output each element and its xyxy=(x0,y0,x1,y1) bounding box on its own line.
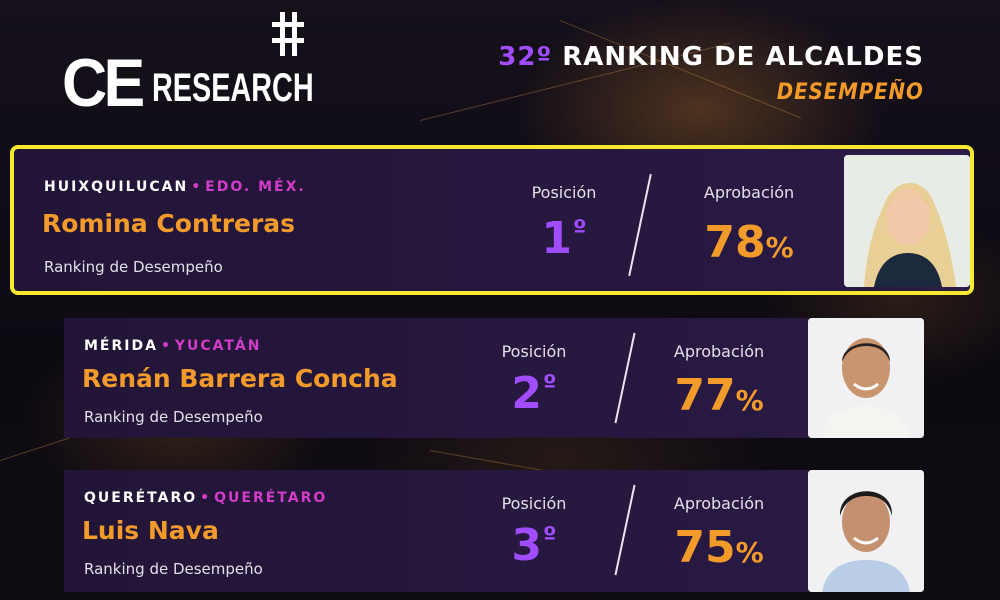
card-city: MÉRIDA xyxy=(84,338,158,354)
position-label: Posición xyxy=(501,494,567,513)
logo-hash-mark-icon xyxy=(272,12,304,56)
position-value: 1º xyxy=(504,213,624,264)
position-value: 2º xyxy=(474,368,594,419)
card-divider xyxy=(614,332,636,424)
card-state: YUCATÁN xyxy=(174,338,262,354)
position-value: 3º xyxy=(474,520,594,571)
card-subtitle: Ranking de Desempeño xyxy=(84,560,263,578)
position-label: Posición xyxy=(501,342,567,361)
separator-dot: • xyxy=(160,338,172,354)
avatar-photo xyxy=(808,470,924,592)
position-number: 1 xyxy=(541,213,573,264)
card-name: Romina Contreras xyxy=(42,209,296,238)
ranking-card-3: QUERÉTARO • QUERÉTARO Luis Nava Ranking de… xyxy=(64,470,924,592)
position-suffix: º xyxy=(543,522,557,550)
position-label: Posición xyxy=(531,183,597,202)
position-number: 3 xyxy=(511,520,543,571)
approval-label: Aprobación xyxy=(673,494,765,513)
ce-research-logo: CE RESEARCH xyxy=(62,40,377,121)
person-portrait-icon xyxy=(844,155,970,287)
approval-unit: % xyxy=(735,384,764,417)
card-location: HUIXQUILUCAN • EDO. MÉX. xyxy=(44,179,306,195)
approval-value: 78% xyxy=(674,217,824,268)
ranking-subtitle: DESEMPEÑO xyxy=(777,80,924,105)
card-divider xyxy=(628,173,652,277)
avatar-photo xyxy=(844,155,970,287)
card-location: QUERÉTARO • QUERÉTARO xyxy=(84,490,327,506)
card-name: Renán Barrera Concha xyxy=(82,364,398,393)
card-state: EDO. MÉX. xyxy=(205,179,306,195)
avatar-photo xyxy=(808,318,924,438)
approval-value: 75% xyxy=(644,522,794,573)
ranking-number: 32º xyxy=(498,42,553,72)
card-state: QUERÉTARO xyxy=(214,490,328,506)
approval-unit: % xyxy=(765,231,794,264)
approval-number: 75 xyxy=(674,522,736,573)
card-subtitle: Ranking de Desempeño xyxy=(84,408,263,426)
person-portrait-icon xyxy=(808,318,924,438)
card-divider xyxy=(614,484,636,576)
card-city: HUIXQUILUCAN xyxy=(44,179,189,195)
approval-number: 77 xyxy=(674,370,736,421)
approval-number: 78 xyxy=(704,217,766,268)
logo-research-text: RESEARCH xyxy=(152,66,315,110)
ranking-card-1: HUIXQUILUCAN • EDO. MÉX. Romina Contreras … xyxy=(10,145,974,295)
ranking-heading: 32º RANKING DE ALCALDES DESEMPEÑO xyxy=(498,42,924,105)
approval-value: 77% xyxy=(644,370,794,421)
separator-dot: • xyxy=(200,490,212,506)
position-suffix: º xyxy=(543,370,557,398)
ranking-title: RANKING DE ALCALDES xyxy=(562,42,924,72)
ranking-card-2: MÉRIDA • YUCATÁN Renán Barrera Concha Rank… xyxy=(64,318,924,438)
card-subtitle: Ranking de Desempeño xyxy=(44,258,223,276)
approval-label: Aprobación xyxy=(703,183,795,202)
position-suffix: º xyxy=(573,215,587,243)
approval-label: Aprobación xyxy=(673,342,765,361)
separator-dot: • xyxy=(191,179,203,195)
card-name: Luis Nava xyxy=(82,516,219,545)
logo-ce-text: CE xyxy=(62,45,145,121)
card-location: MÉRIDA • YUCATÁN xyxy=(84,338,261,354)
approval-unit: % xyxy=(735,536,764,569)
position-number: 2 xyxy=(511,368,543,419)
card-city: QUERÉTARO xyxy=(84,490,198,506)
person-portrait-icon xyxy=(808,470,924,592)
